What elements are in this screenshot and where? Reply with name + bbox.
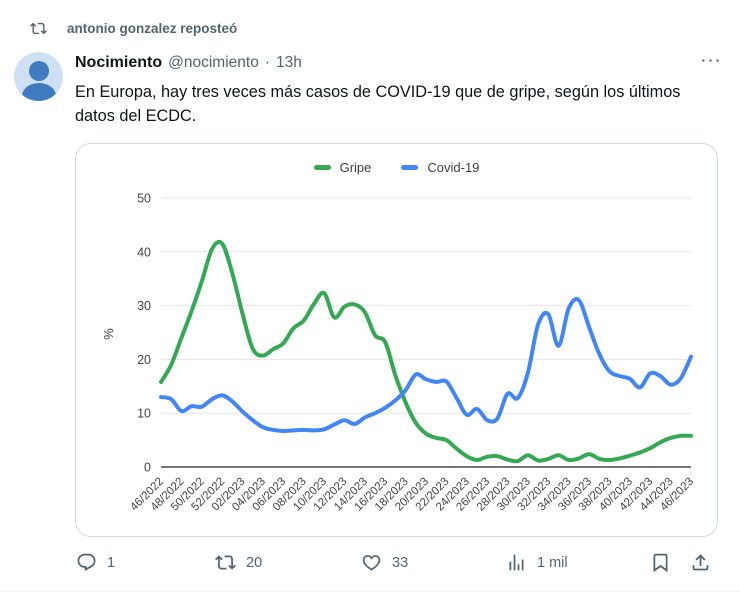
tweet-action-bar: 1 20 33 1 mil [0, 552, 740, 586]
reply-count: 1 [107, 554, 116, 571]
like-button[interactable]: 33 [361, 552, 408, 573]
reply-button[interactable]: 1 [76, 552, 115, 573]
legend-item-gripe: Gripe [313, 160, 372, 175]
avatar[interactable] [14, 52, 63, 101]
chart-legend: Gripe Covid-19 [76, 160, 717, 175]
svg-text:30: 30 [137, 299, 151, 313]
legend-label: Covid-19 [427, 160, 480, 175]
svg-text:40: 40 [137, 245, 151, 259]
retweet-icon [215, 555, 236, 570]
svg-text:10: 10 [137, 407, 151, 421]
bookmark-button[interactable] [650, 552, 671, 573]
like-count: 33 [392, 554, 409, 571]
more-button[interactable] [701, 51, 720, 75]
bookmark-icon [653, 553, 668, 573]
tweet-divider [0, 591, 740, 592]
legend-swatch [401, 165, 419, 170]
reply-icon [77, 553, 96, 571]
author-handle[interactable]: @nocimiento [168, 54, 259, 71]
svg-text:50: 50 [137, 192, 151, 206]
legend-label: Gripe [339, 160, 372, 175]
legend-swatch [313, 165, 331, 170]
repost-icon [30, 22, 47, 35]
svg-text:0: 0 [144, 461, 151, 475]
separator-dot: · [264, 54, 270, 71]
repost-button[interactable]: 20 [215, 552, 262, 573]
legend-item-covid: Covid-19 [401, 160, 479, 175]
tweet-header: Nocimiento @nocimiento · 13h [75, 51, 720, 75]
heart-icon [362, 555, 381, 571]
share-button[interactable] [690, 552, 711, 573]
chart-attachment[interactable]: Gripe Covid-19 0 10 20 30 40 50% 46/2022 48/202… [75, 143, 718, 537]
svg-text:20: 20 [137, 353, 151, 367]
svg-text:%: % [101, 328, 116, 340]
timestamp[interactable]: 13h [276, 54, 302, 71]
repost-count: 20 [246, 554, 263, 571]
author-name[interactable]: Nocimiento [75, 54, 163, 71]
views-count: 1 mil [537, 554, 568, 571]
tweet-text: En Europa, hay tres veces más casos de C… [75, 83, 681, 125]
avatar-person-icon [28, 61, 49, 81]
views-button[interactable]: 1 mil [506, 552, 568, 573]
repost-label: antonio gonzalez reposteó [67, 21, 238, 36]
chart-svg: 01020304050%46/202248/202250/202252/2022… [101, 192, 696, 514]
repost-header[interactable]: antonio gonzalez reposteó [30, 20, 237, 37]
share-icon [692, 554, 709, 571]
analytics-icon [509, 554, 524, 571]
more-icon [702, 59, 719, 62]
